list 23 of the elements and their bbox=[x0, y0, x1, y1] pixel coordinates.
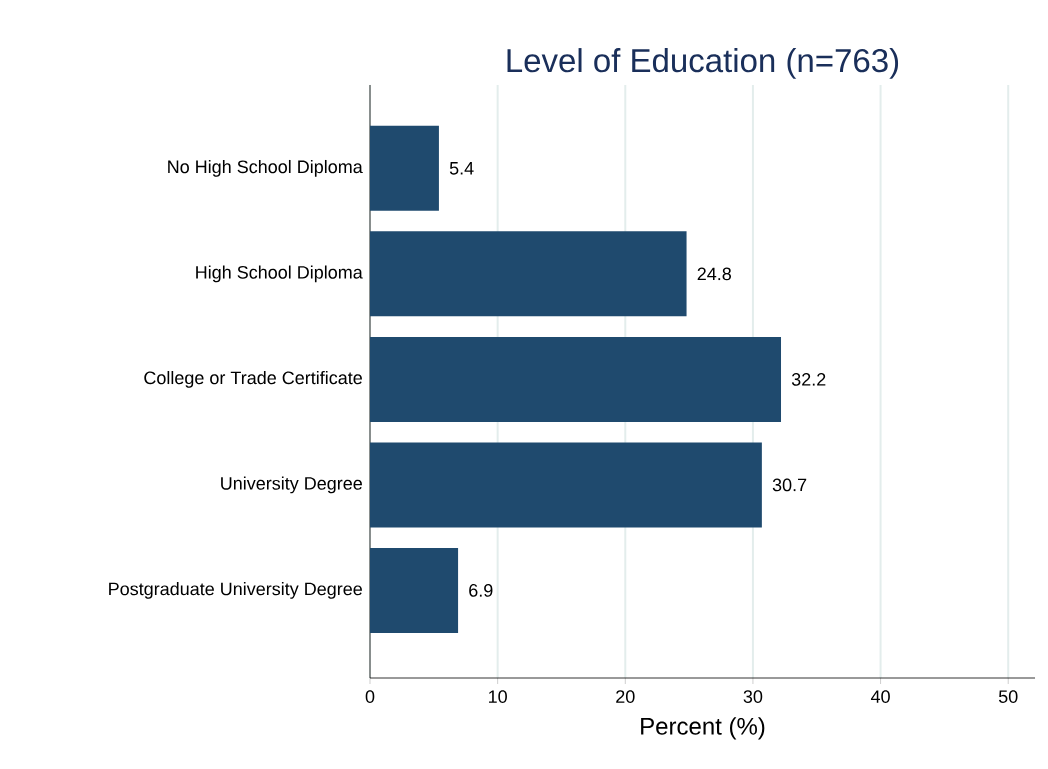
x-tick-label: 10 bbox=[489, 690, 507, 703]
bar bbox=[370, 547, 459, 633]
data-label: 30.7 bbox=[772, 478, 807, 492]
x-tick-label: 20 bbox=[616, 690, 635, 703]
y-tick-label: High School Diploma bbox=[196, 265, 363, 283]
y-tick-label: No High School Diploma bbox=[168, 159, 363, 177]
data-label: 6.9 bbox=[469, 584, 493, 597]
chart-title: Level of Education (n=763) bbox=[507, 48, 899, 79]
y-tick-label: College or Trade Certificate bbox=[144, 370, 362, 388]
data-label: 24.8 bbox=[697, 267, 732, 281]
x-tick-label: 30 bbox=[743, 690, 763, 703]
y-tick-label: Postgraduate University Degree bbox=[109, 582, 362, 599]
bar bbox=[370, 442, 762, 528]
y-tick-label: University Degree bbox=[221, 476, 362, 494]
x-tick-label: 0 bbox=[365, 690, 375, 703]
bar bbox=[370, 125, 439, 211]
bar bbox=[370, 231, 687, 317]
x-axis-title: Percent (%) bbox=[641, 717, 765, 740]
data-label: 5.4 bbox=[449, 162, 474, 175]
x-tick-label: 50 bbox=[998, 690, 1018, 703]
bar bbox=[370, 336, 782, 422]
x-tick-label: 40 bbox=[870, 690, 890, 703]
data-label: 32.2 bbox=[791, 373, 826, 386]
